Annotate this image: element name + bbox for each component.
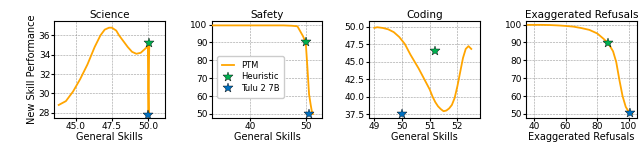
Line: PTM: PTM — [59, 28, 149, 115]
PTM — [456, 71, 464, 73]
PTM — [309, 113, 317, 115]
PTM — [269, 24, 276, 26]
PTM — [308, 110, 316, 112]
PTM — [440, 110, 447, 112]
PTM — [448, 104, 456, 106]
PTM — [467, 48, 475, 50]
PTM — [401, 43, 409, 45]
PTM — [55, 104, 63, 106]
PTM — [294, 25, 301, 27]
PTM — [562, 25, 570, 27]
Title: Coding: Coding — [406, 10, 442, 20]
PTM — [619, 95, 627, 97]
PTM — [546, 24, 554, 26]
PTM — [105, 27, 113, 29]
Title: Exaggerated Refusals: Exaggerated Refusals — [525, 10, 638, 20]
PTM — [69, 90, 77, 92]
PTM — [141, 48, 149, 50]
PTM — [144, 45, 152, 47]
PTM — [302, 41, 310, 43]
PTM — [462, 48, 470, 50]
PTM — [437, 108, 445, 110]
Line: PTM: PTM — [212, 25, 313, 114]
PTM — [538, 24, 546, 26]
PTM — [612, 61, 620, 63]
PTM — [406, 54, 414, 56]
PTM — [628, 113, 636, 115]
PTM — [445, 107, 453, 109]
PTM — [622, 106, 630, 108]
PTM — [371, 27, 378, 29]
PTM — [577, 27, 585, 29]
PTM — [303, 66, 311, 68]
PTM — [459, 57, 467, 59]
PTM — [120, 40, 127, 42]
PTM — [145, 42, 153, 44]
PTM — [429, 96, 436, 98]
PTM — [208, 24, 216, 26]
PTM — [305, 93, 313, 95]
PTM — [415, 68, 422, 70]
PTM — [593, 33, 601, 34]
PTM — [144, 88, 152, 90]
X-axis label: General Skills: General Skills — [76, 132, 143, 142]
PTM — [570, 26, 577, 28]
PTM — [442, 110, 450, 112]
X-axis label: General Skills: General Skills — [391, 132, 458, 142]
PTM — [625, 111, 633, 113]
PTM — [379, 27, 387, 29]
PTM — [145, 59, 153, 61]
X-axis label: Exaggerated Refusals: Exaggerated Refusals — [528, 132, 635, 142]
PTM — [609, 50, 617, 52]
Title: Science: Science — [90, 10, 130, 20]
PTM — [390, 31, 397, 33]
PTM — [616, 79, 623, 81]
PTM — [280, 24, 287, 26]
X-axis label: General Skills: General Skills — [234, 132, 300, 142]
PTM — [420, 78, 428, 80]
PTM — [307, 104, 315, 106]
PTM — [524, 24, 531, 26]
PTM — [258, 24, 266, 26]
Legend: PTM, Heuristic, Tulu 2 7B: PTM, Heuristic, Tulu 2 7B — [218, 56, 284, 98]
PTM — [145, 114, 152, 116]
PTM — [91, 46, 99, 48]
PTM — [124, 46, 132, 48]
Line: PTM: PTM — [527, 25, 632, 114]
PTM — [426, 89, 433, 90]
Line: PTM: PTM — [374, 27, 471, 111]
PTM — [465, 45, 472, 47]
PTM — [434, 105, 442, 107]
PTM — [84, 63, 92, 65]
PTM — [76, 78, 84, 80]
PTM — [109, 28, 117, 30]
Title: Safety: Safety — [250, 10, 284, 20]
Y-axis label: New Skill Performance: New Skill Performance — [28, 14, 37, 124]
PTM — [62, 100, 70, 102]
PTM — [288, 25, 296, 27]
PTM — [554, 24, 561, 26]
PTM — [385, 28, 392, 30]
PTM — [454, 85, 461, 87]
PTM — [241, 24, 249, 26]
PTM — [113, 30, 120, 32]
PTM — [605, 42, 612, 44]
PTM — [451, 97, 458, 99]
PTM — [132, 53, 140, 55]
PTM — [373, 26, 381, 28]
PTM — [108, 27, 116, 29]
PTM — [137, 52, 145, 54]
PTM — [299, 35, 307, 37]
PTM — [128, 51, 136, 53]
PTM — [530, 24, 538, 26]
PTM — [115, 34, 123, 36]
PTM — [431, 101, 439, 103]
PTM — [586, 29, 593, 31]
PTM — [101, 29, 109, 31]
PTM — [225, 24, 232, 26]
PTM — [97, 34, 104, 36]
PTM — [600, 38, 607, 40]
PTM — [396, 36, 403, 38]
